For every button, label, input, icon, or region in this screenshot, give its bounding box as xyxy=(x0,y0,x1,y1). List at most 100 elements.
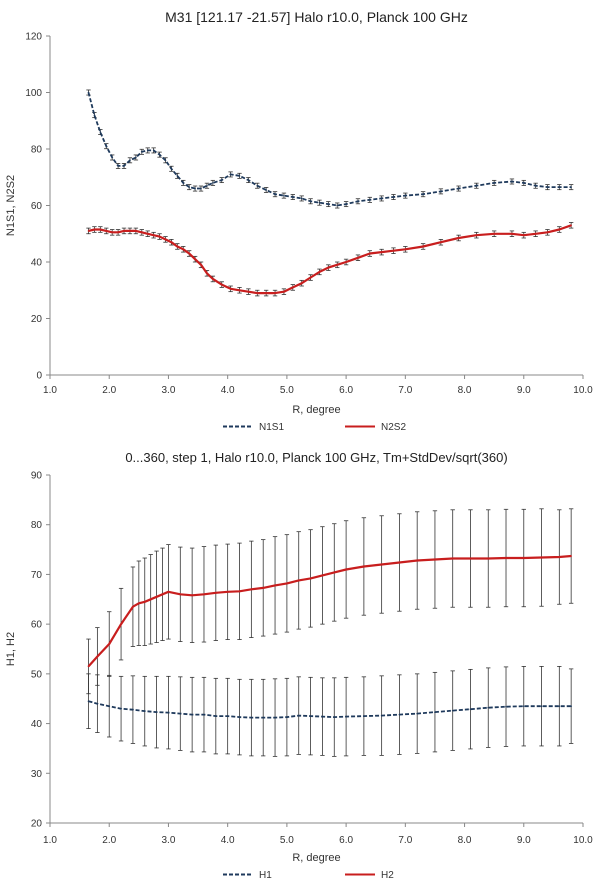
data-point xyxy=(522,182,525,184)
data-point xyxy=(105,145,108,147)
data-point xyxy=(398,561,401,564)
data-point xyxy=(120,707,122,710)
data-point xyxy=(229,173,232,176)
data-point xyxy=(283,290,285,293)
series-n1s1 xyxy=(86,89,574,209)
data-point xyxy=(511,232,513,235)
data-point xyxy=(380,714,383,717)
y-tick-label: 60 xyxy=(31,201,43,212)
x-tick-label: 10.0 xyxy=(573,385,593,396)
x-tick-label: 3.0 xyxy=(161,835,175,846)
series-n2s2 xyxy=(86,222,574,297)
data-point xyxy=(321,574,324,577)
data-point xyxy=(309,200,312,203)
data-point xyxy=(167,591,170,593)
data-point xyxy=(191,713,193,716)
data-point xyxy=(558,556,561,558)
data-point xyxy=(321,715,324,718)
data-point xyxy=(132,708,134,711)
data-point xyxy=(475,234,478,236)
data-point xyxy=(286,582,288,585)
data-point xyxy=(215,715,217,717)
data-point xyxy=(511,180,513,183)
data-point xyxy=(422,193,424,195)
data-point xyxy=(475,184,478,187)
data-point xyxy=(369,252,371,255)
y-axis-label: N1S1, N2S2 xyxy=(5,175,17,236)
chart-1: M31 [121.17 -21.57] Halo r10.0, Planck 1… xyxy=(5,9,593,433)
data-point xyxy=(345,261,347,263)
data-point xyxy=(522,557,525,559)
x-tick-label: 1.0 xyxy=(43,385,57,396)
data-point xyxy=(238,289,241,292)
y-tick-label: 60 xyxy=(31,620,43,631)
data-point xyxy=(256,292,259,294)
data-point xyxy=(149,598,152,601)
series-line-h1 xyxy=(88,700,572,719)
data-point xyxy=(96,702,99,705)
data-point xyxy=(117,165,119,167)
series-h1 xyxy=(86,666,574,757)
data-point xyxy=(200,187,202,190)
y-tick-label: 40 xyxy=(31,719,43,730)
data-point xyxy=(336,204,339,207)
legend-label-h1: H1 xyxy=(259,870,272,881)
data-point xyxy=(226,591,229,593)
data-point xyxy=(135,230,137,232)
data-point xyxy=(297,714,300,717)
data-point xyxy=(161,593,164,596)
data-point xyxy=(96,655,99,658)
x-tick-label: 8.0 xyxy=(458,385,472,396)
data-point xyxy=(363,715,365,717)
x-tick-label: 1.0 xyxy=(43,835,57,846)
data-point xyxy=(111,231,113,234)
data-point xyxy=(146,232,149,235)
data-point xyxy=(522,234,525,236)
data-point xyxy=(143,710,146,712)
series-line-n1s1 xyxy=(87,92,572,207)
data-point xyxy=(457,187,460,190)
data-point xyxy=(176,245,179,248)
data-point xyxy=(422,245,424,248)
y-tick-label: 30 xyxy=(31,769,43,780)
x-tick-label: 2.0 xyxy=(102,385,116,396)
data-point xyxy=(87,230,90,232)
data-point xyxy=(546,186,549,188)
data-point xyxy=(434,711,436,713)
data-point xyxy=(132,605,134,608)
data-point xyxy=(176,175,179,177)
data-point xyxy=(327,266,330,269)
x-tick-label: 5.0 xyxy=(280,385,294,396)
data-point xyxy=(457,237,460,239)
y-tick-label: 20 xyxy=(31,314,43,325)
data-point xyxy=(146,149,149,152)
data-point xyxy=(87,91,90,94)
data-point xyxy=(167,711,170,714)
data-point xyxy=(93,228,96,231)
data-point xyxy=(238,716,241,718)
x-tick-label: 8.0 xyxy=(458,835,472,846)
data-point xyxy=(99,228,102,231)
data-point xyxy=(570,555,572,557)
data-point xyxy=(570,705,572,707)
data-point xyxy=(226,715,229,717)
data-point xyxy=(318,201,321,204)
data-point xyxy=(274,584,276,587)
data-point xyxy=(188,186,190,188)
data-point xyxy=(250,588,253,591)
data-point xyxy=(380,563,383,566)
data-point xyxy=(300,197,303,200)
y-tick-label: 80 xyxy=(31,145,43,156)
data-point xyxy=(123,230,125,232)
data-point xyxy=(164,159,167,162)
data-point xyxy=(143,600,146,603)
x-tick-label: 6.0 xyxy=(339,835,353,846)
data-point xyxy=(505,705,507,708)
x-tick-label: 4.0 xyxy=(221,835,235,846)
data-point xyxy=(203,713,205,716)
data-point xyxy=(292,286,294,289)
data-point xyxy=(194,187,196,190)
x-tick-label: 7.0 xyxy=(398,835,412,846)
data-point xyxy=(206,272,208,275)
data-point xyxy=(534,232,537,235)
